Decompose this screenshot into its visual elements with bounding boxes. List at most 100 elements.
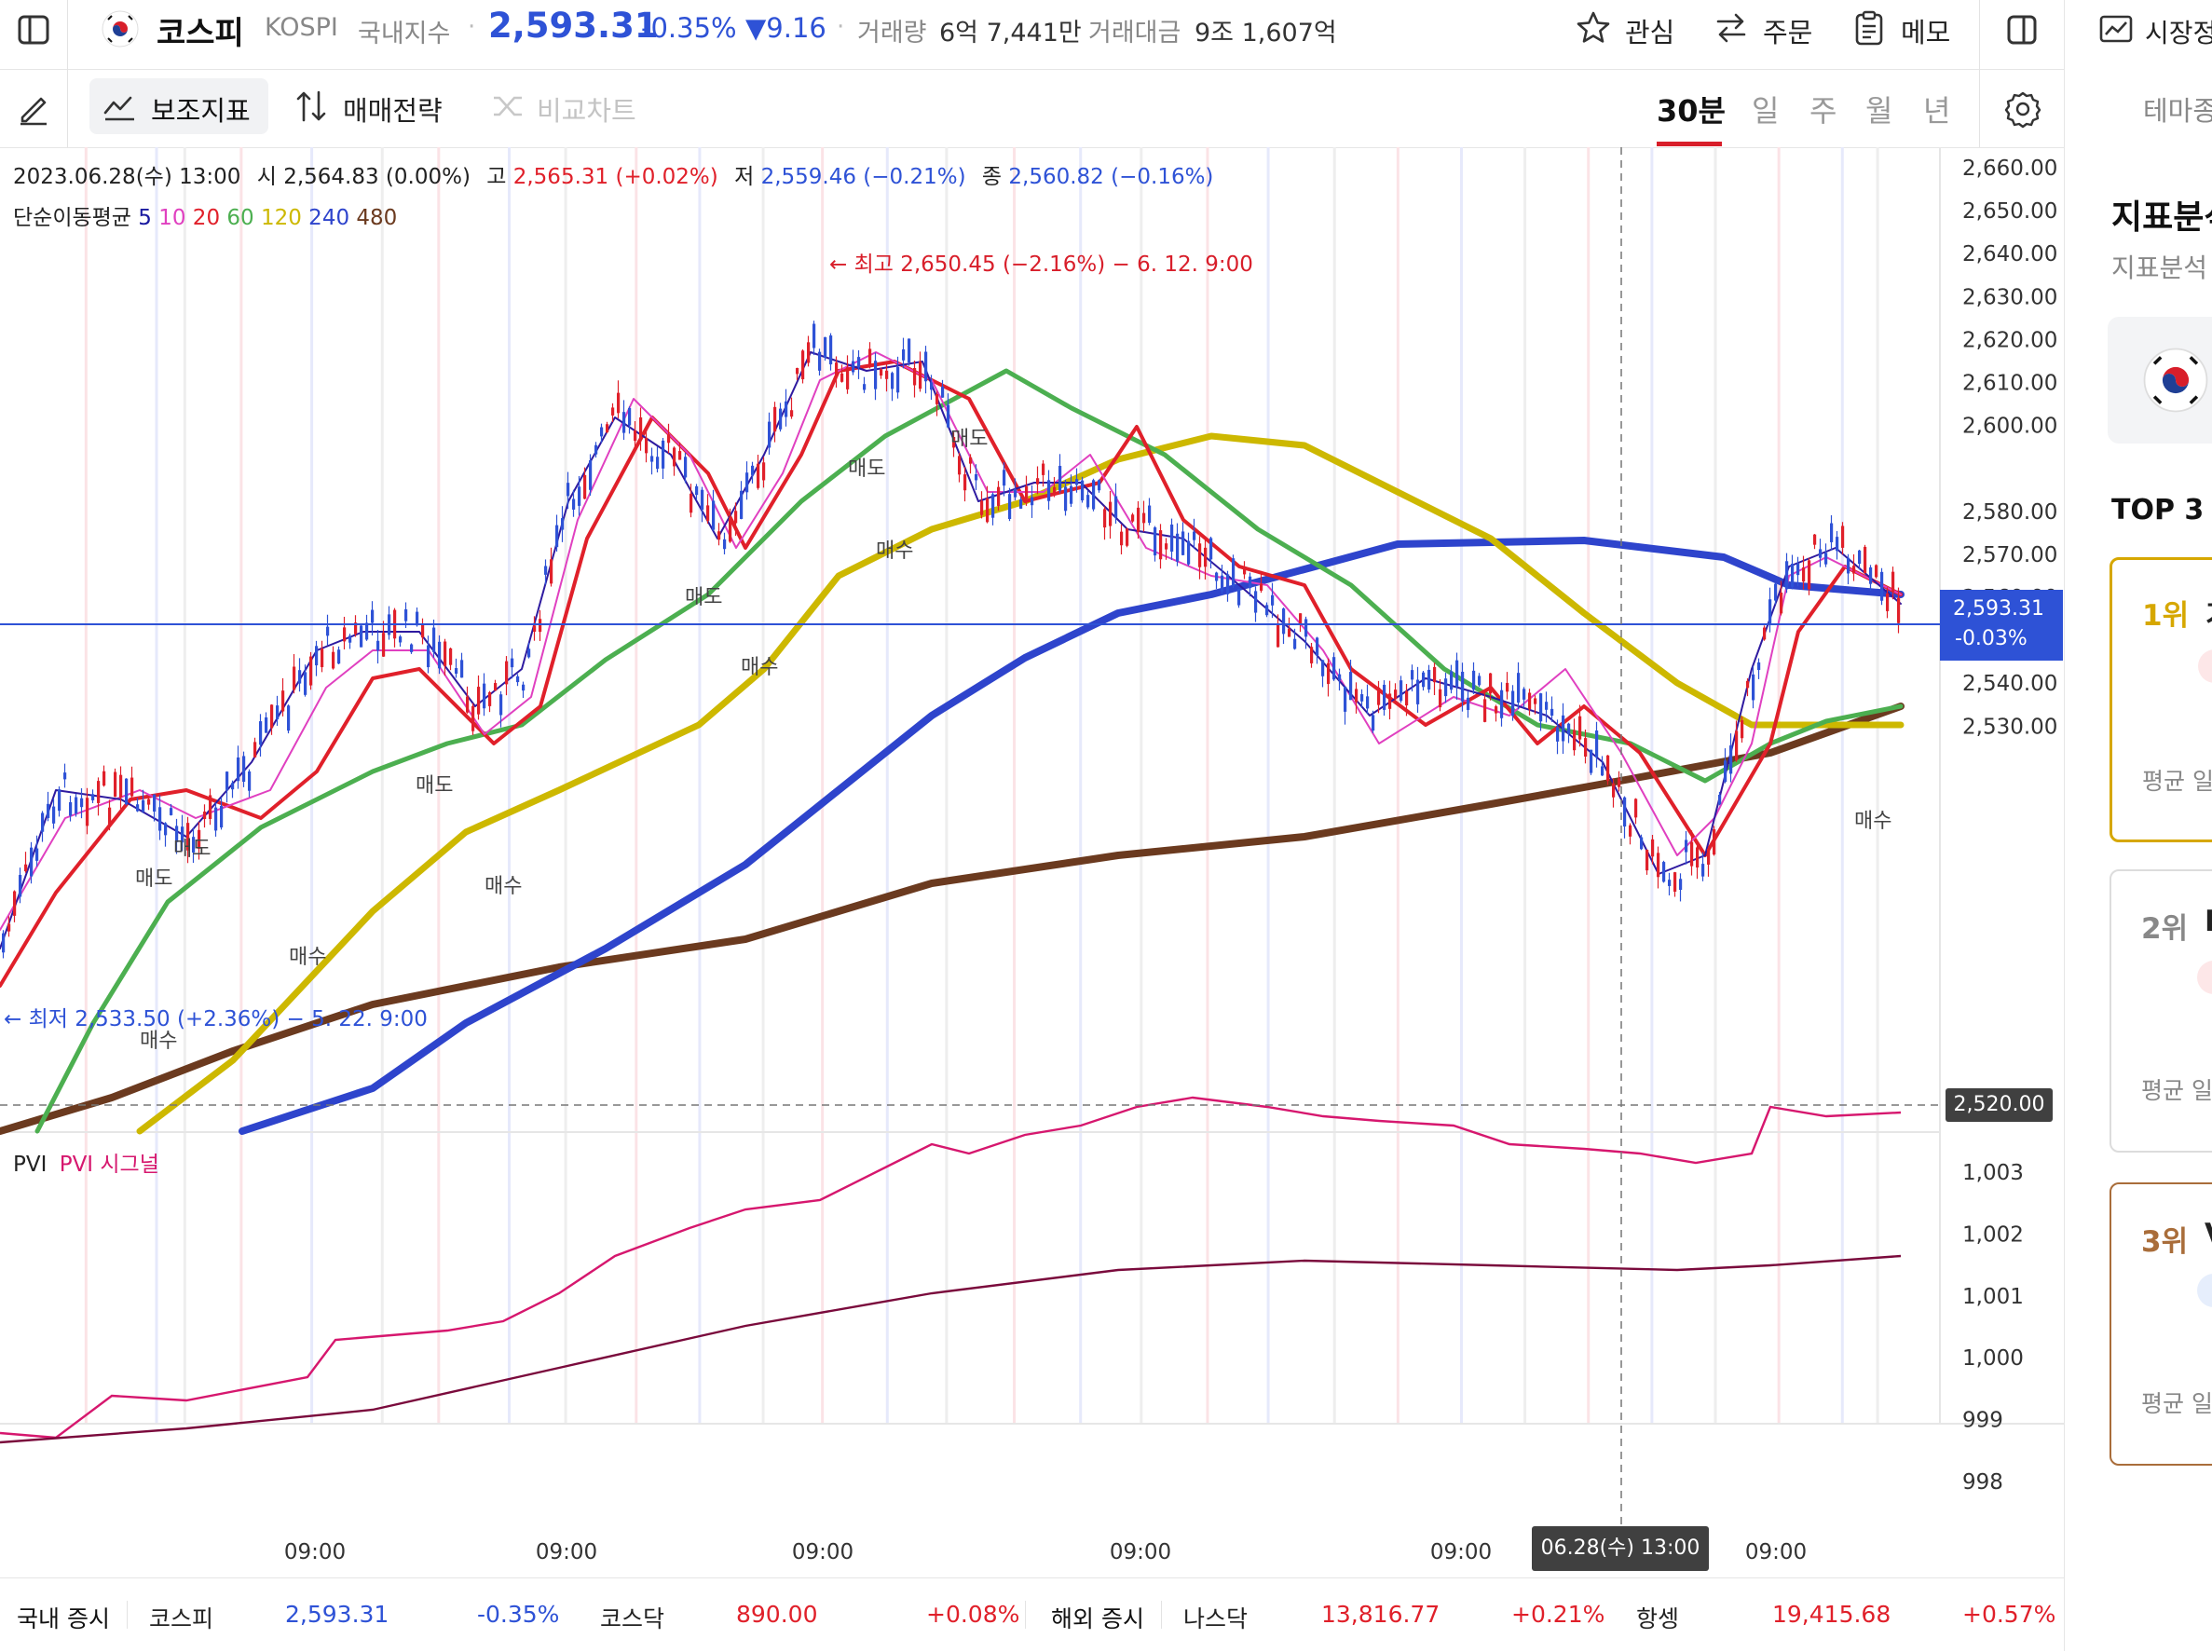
candle-body <box>1601 766 1604 776</box>
candle-body <box>30 847 34 877</box>
candle-body <box>214 807 218 831</box>
pencil-icon[interactable] <box>15 89 52 127</box>
candle-body <box>1131 514 1135 522</box>
candle-body <box>1187 540 1191 565</box>
trade-signal-label: 매수 <box>485 875 522 898</box>
settings-gear-icon[interactable] <box>2003 89 2042 129</box>
candle-body <box>1897 597 1901 623</box>
candle-body <box>634 430 637 442</box>
candle-body <box>1729 745 1733 774</box>
sidebar-toggle-icon[interactable] <box>17 13 50 47</box>
ma10-line <box>0 351 1902 931</box>
pvi-legend: PVI PVI 시그널 <box>13 1146 159 1178</box>
rank-3-average: 평균 일 <box>2141 1390 2212 1417</box>
candle-body <box>1757 662 1761 671</box>
candle-body <box>740 490 744 519</box>
candle-body <box>1640 837 1644 850</box>
candle-body <box>259 721 263 745</box>
candle-body <box>281 690 285 712</box>
candle-body <box>1332 657 1336 680</box>
candle-body <box>975 473 978 481</box>
candle-body <box>1763 627 1767 640</box>
trade-signal-label: 매도 <box>135 867 172 891</box>
session-band <box>1206 147 1209 1424</box>
candle-body <box>1372 715 1375 731</box>
price-axis-tick: 2,600.00 <box>1962 415 2057 439</box>
panel-title: 지표분석 <box>2111 198 2212 237</box>
candle-body <box>1092 480 1096 510</box>
price-chart[interactable]: 2,660.00 2,650.00 2,640.00 2,630.00 2,620.00… <box>0 147 2064 1577</box>
candle-body <box>868 348 872 366</box>
rank-card-1[interactable]: 1위 기 평균 일 <box>2110 557 2212 842</box>
candle-body <box>1645 849 1649 871</box>
candle-body <box>511 658 514 668</box>
candle-body <box>701 489 704 511</box>
candle-body <box>550 559 553 584</box>
hangseng-ticker-label[interactable]: 항셍 <box>1636 1605 1680 1632</box>
korea-flag-icon <box>2143 348 2208 413</box>
candle-body <box>1142 512 1146 524</box>
indicators-button[interactable]: 보조지표 <box>89 78 268 134</box>
time-axis-tick: 09:00 <box>1110 1540 1171 1564</box>
ma-period-4: 120 <box>253 206 302 230</box>
candle-body <box>1668 880 1672 886</box>
candle-body <box>153 794 157 812</box>
candle-body <box>1713 829 1716 855</box>
session-band <box>1523 147 1527 1424</box>
ma-periods: 5 10 20 60 120 240 480 <box>138 206 397 230</box>
pvi-signal-label: PVI 시그널 <box>59 1153 159 1177</box>
candle-body <box>1310 647 1314 663</box>
ma-period-2: 20 <box>185 206 221 230</box>
rank-3-label: 3위 <box>2141 1225 2189 1259</box>
session-band <box>1266 147 1270 1424</box>
candle-body <box>1299 613 1303 625</box>
candle-body <box>1422 672 1426 688</box>
pvi-axis-tick: 999 <box>1962 1409 2003 1433</box>
candle-body <box>991 494 995 518</box>
candle-body <box>1058 466 1062 491</box>
candle-body <box>1221 575 1224 592</box>
chart-area[interactable]: 2,660.00 2,650.00 2,640.00 2,630.00 2,620.00… <box>0 147 2064 1577</box>
timeframe-year[interactable]: 년 <box>1923 93 1951 129</box>
ma20-line <box>0 360 1903 988</box>
candle-body <box>1176 533 1180 562</box>
nasdaq-ticker-label[interactable]: 나스닥 <box>1183 1605 1249 1632</box>
candle-body <box>1086 495 1090 508</box>
candle-body <box>678 451 682 460</box>
candle-body <box>1735 730 1739 760</box>
star-icon <box>1577 11 1610 43</box>
timeframe-week[interactable]: 주 <box>1809 93 1837 129</box>
kospi-ticker-label[interactable]: 코스피 <box>149 1605 214 1632</box>
candle-body <box>309 656 313 686</box>
timeframe-day[interactable]: 일 <box>1752 93 1780 129</box>
stock-name: 코스피 <box>157 15 244 52</box>
candle-body <box>684 457 688 478</box>
candle-body <box>947 404 950 428</box>
candle-body <box>47 803 50 818</box>
candle-body <box>1036 478 1040 485</box>
candle-body <box>1774 583 1778 601</box>
rank-card-3[interactable]: 3위 V 평균 일 <box>2110 1182 2212 1466</box>
candle-body <box>818 351 822 371</box>
panel-toggle-icon[interactable] <box>2005 13 2039 47</box>
nasdaq-ticker-change: +0.21% <box>1511 1601 1605 1628</box>
candle-body <box>1433 666 1437 683</box>
kosdaq-ticker-label[interactable]: 코스닥 <box>600 1605 665 1632</box>
price-axis-tick: 2,640.00 <box>1962 242 2057 266</box>
candle-body <box>1489 673 1493 694</box>
theme-tab[interactable]: 테마종 <box>2143 95 2212 127</box>
candle-body <box>1472 670 1476 690</box>
candle-body <box>1875 565 1878 578</box>
candle-body <box>460 660 464 678</box>
swap-arrows-icon <box>1716 13 1746 43</box>
session-band <box>155 147 158 1424</box>
candle-body <box>1271 594 1275 606</box>
timeframe-30min[interactable]: 30분 <box>1657 88 1726 146</box>
candle-body <box>1103 509 1107 528</box>
candle-body <box>1791 564 1795 587</box>
overseas-market-label: 해외 증시 <box>1051 1605 1144 1632</box>
candle-body <box>1003 470 1006 486</box>
rank-card-2[interactable]: 2위 P 평균 일 <box>2110 869 2212 1153</box>
timeframe-month[interactable]: 월 <box>1865 93 1893 129</box>
candle-body <box>1724 760 1727 783</box>
